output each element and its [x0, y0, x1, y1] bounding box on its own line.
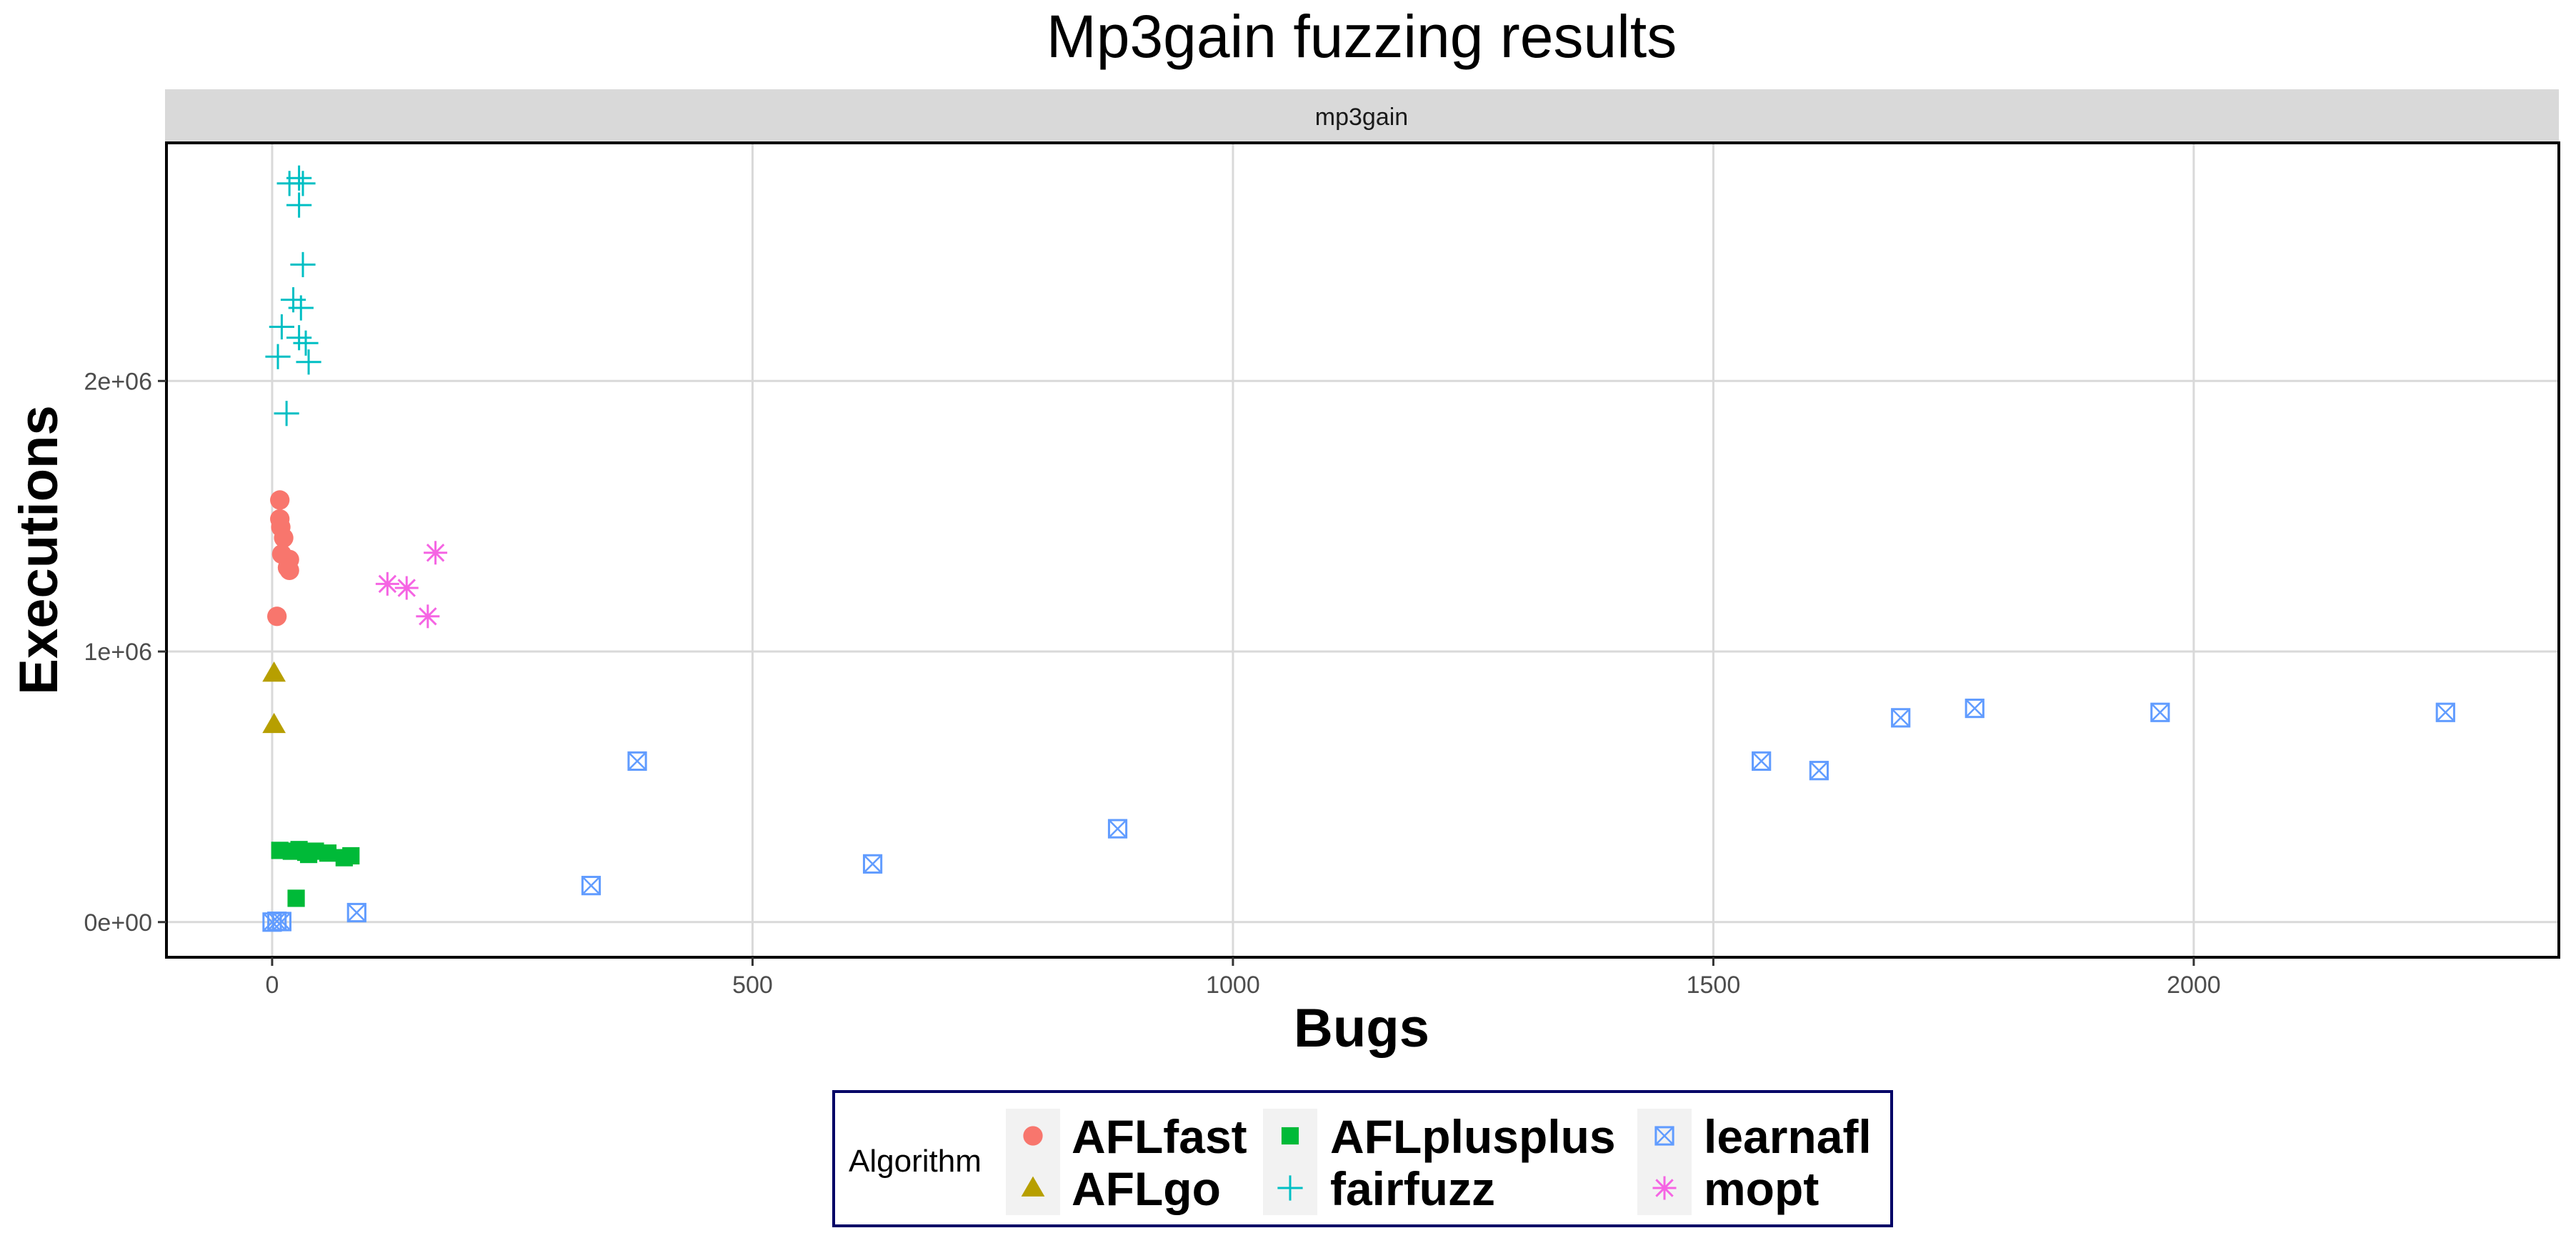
legend-marker-learnafl: [1654, 1126, 1674, 1146]
point-learnafl: [1107, 819, 1128, 839]
point-fairfuzz: [288, 295, 314, 321]
point-mopt: [424, 541, 448, 565]
legend-marker-mopt: [1652, 1176, 1677, 1200]
legend-title: Algorithm: [849, 1144, 982, 1179]
x-tick-label: 500: [732, 972, 773, 999]
legend-marker-aflfast: [1023, 1126, 1043, 1146]
legend-label-mopt: mopt: [1704, 1162, 1819, 1215]
point-fairfuzz: [296, 349, 321, 375]
legend-marker-aflgo: [1021, 1176, 1045, 1197]
legend-label-aflfast: AFLfast: [1072, 1110, 1247, 1163]
x-tick-label: 1000: [1206, 972, 1260, 999]
legend-marker-fairfuzz: [1277, 1175, 1303, 1201]
point-mopt: [394, 576, 419, 600]
y-axis: 0e+00 1e+06 2e+06: [84, 368, 166, 937]
point-aflplusplus: [287, 889, 305, 907]
point-aflfast: [274, 528, 294, 548]
point-mopt: [375, 571, 399, 596]
point-fairfuzz: [286, 325, 312, 351]
legend-label-aflplusplus: AFLplusplus: [1330, 1110, 1616, 1163]
x-tick-label: 2000: [2167, 972, 2221, 999]
plot-border: [165, 141, 2560, 959]
point-learnafl: [1965, 698, 1985, 719]
point-aflgo: [262, 661, 286, 682]
point-aflfast: [279, 560, 299, 581]
plot-panel: [166, 143, 2559, 957]
y-axis-title: Executions: [9, 405, 69, 694]
point-learnafl: [1891, 708, 1911, 728]
point-learnafl: [1752, 751, 1772, 772]
chart-title: Mp3gain fuzzing results: [1047, 3, 1677, 70]
point-aflplusplus: [319, 844, 337, 862]
point-aflgo: [262, 712, 286, 734]
point-learnafl: [2435, 702, 2455, 722]
facet-strip: [165, 89, 2559, 141]
point-fairfuzz: [290, 251, 316, 278]
data-points: [262, 165, 2455, 932]
legend-marker-aflplusplus: [1281, 1127, 1299, 1145]
y-tick-label: 0e+00: [84, 909, 153, 937]
point-fairfuzz: [265, 344, 291, 369]
point-fairfuzz: [286, 165, 312, 191]
point-learnafl: [581, 876, 601, 896]
point-fairfuzz: [293, 330, 319, 356]
x-axis-title: Bugs: [1294, 998, 1429, 1059]
point-learnafl: [862, 854, 883, 874]
point-aflfast: [267, 606, 287, 627]
point-aflfast: [270, 490, 290, 510]
facet-label: mp3gain: [1315, 104, 1408, 131]
point-fairfuzz: [290, 171, 316, 196]
x-tick-label: 1500: [1687, 972, 1741, 999]
point-learnafl: [271, 912, 291, 932]
point-fairfuzz: [274, 401, 299, 426]
legend-label-learnafl: learnafl: [1704, 1110, 1872, 1163]
x-tick-label: 0: [265, 972, 279, 999]
point-fairfuzz: [286, 192, 312, 218]
point-learnafl: [1809, 761, 1829, 781]
y-tick-label: 1e+06: [84, 639, 153, 666]
point-learnafl: [346, 902, 366, 923]
legend-label-fairfuzz: fairfuzz: [1330, 1162, 1495, 1215]
point-learnafl: [627, 751, 647, 772]
point-fairfuzz: [269, 314, 294, 340]
y-tick-label: 2e+06: [84, 368, 153, 395]
point-mopt: [416, 604, 440, 629]
legend-label-aflgo: AFLgo: [1072, 1162, 1221, 1215]
point-learnafl: [2150, 702, 2170, 722]
gridlines: [166, 143, 2559, 957]
x-axis: 0 500 1000 1500 2000: [265, 957, 2221, 999]
point-aflplusplus: [342, 847, 360, 865]
